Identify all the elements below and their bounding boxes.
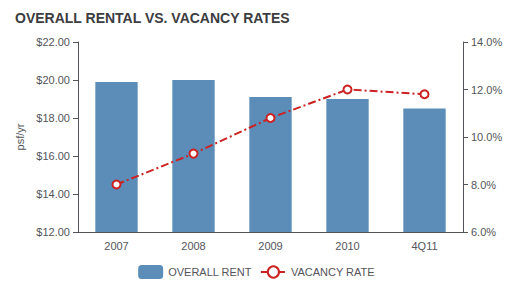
svg-text:VACANCY RATE: VACANCY RATE <box>291 266 375 278</box>
svg-text:2007: 2007 <box>104 240 128 252</box>
svg-text:$16.00: $16.00 <box>36 150 70 162</box>
svg-text:OVERALL RENTAL VS. VACANCY RAT: OVERALL RENTAL VS. VACANCY RATES <box>15 10 290 26</box>
svg-text:8.0%: 8.0% <box>471 179 496 191</box>
svg-text:6.0%: 6.0% <box>471 226 496 238</box>
svg-text:$22.00: $22.00 <box>36 36 70 48</box>
svg-text:14.0%: 14.0% <box>471 36 502 48</box>
svg-text:OVERALL RENT: OVERALL RENT <box>168 266 252 278</box>
svg-text:12.0%: 12.0% <box>471 84 502 96</box>
svg-text:$12.00: $12.00 <box>36 226 70 238</box>
svg-text:$18.00: $18.00 <box>36 112 70 124</box>
svg-text:2010: 2010 <box>335 240 359 252</box>
svg-text:$14.00: $14.00 <box>36 188 70 200</box>
svg-text:psf/yr: psf/yr <box>14 123 26 150</box>
svg-text:$20.00: $20.00 <box>36 74 70 86</box>
svg-text:2009: 2009 <box>258 240 282 252</box>
svg-text:10.0%: 10.0% <box>471 131 502 143</box>
svg-text:2008: 2008 <box>181 240 205 252</box>
svg-text:4Q11: 4Q11 <box>411 240 437 252</box>
